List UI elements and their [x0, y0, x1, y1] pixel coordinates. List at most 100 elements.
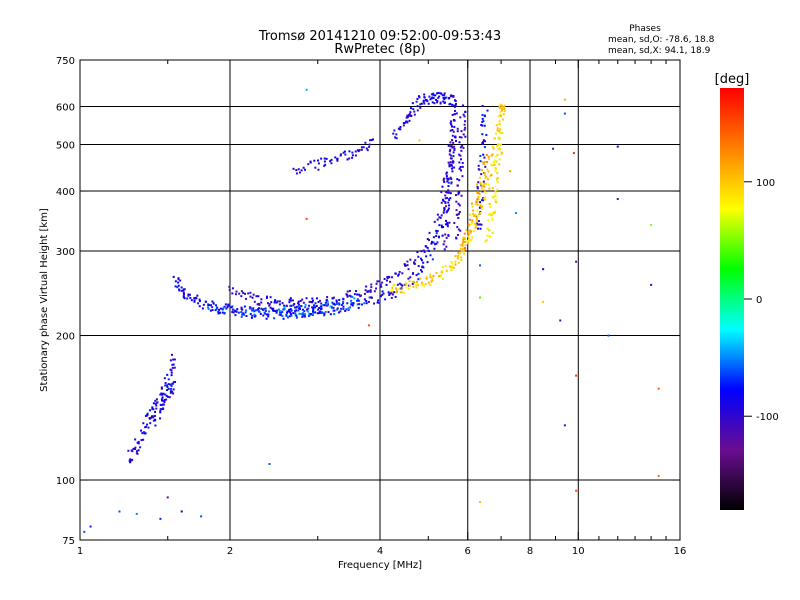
data-point [430, 280, 433, 283]
data-point [381, 290, 384, 293]
data-point [170, 374, 173, 377]
data-point [173, 366, 176, 369]
data-point [491, 218, 494, 221]
data-point [454, 102, 457, 105]
data-point [320, 308, 323, 311]
data-point [221, 308, 224, 311]
data-point [447, 189, 450, 192]
data-point [444, 101, 447, 104]
data-point [479, 201, 482, 204]
data-point [444, 190, 447, 193]
data-point [423, 250, 426, 253]
data-point [452, 266, 455, 269]
data-point [163, 401, 166, 404]
data-point [468, 229, 471, 232]
data-point [442, 226, 445, 229]
data-point [490, 154, 493, 157]
data-point [276, 300, 279, 303]
data-point [172, 275, 175, 278]
data-point [348, 150, 351, 153]
data-point [287, 310, 290, 313]
data-point [441, 198, 444, 201]
data-point [351, 151, 354, 154]
data-point [454, 260, 457, 263]
data-point [563, 112, 566, 115]
data-point [330, 162, 333, 165]
data-point [302, 312, 305, 315]
data-point [426, 261, 429, 264]
data-point [477, 181, 480, 184]
data-point [315, 305, 318, 308]
data-point [480, 188, 483, 191]
data-point [249, 312, 252, 315]
data-point [376, 280, 379, 283]
data-point [425, 245, 428, 248]
data-point [472, 209, 475, 212]
data-point [616, 145, 619, 148]
data-point [454, 109, 457, 112]
x-tick-label: 4 [377, 546, 383, 557]
data-point [415, 284, 418, 287]
data-point [159, 393, 162, 396]
data-point [118, 510, 121, 513]
data-point [288, 308, 291, 311]
data-point [335, 302, 338, 305]
data-point [445, 219, 448, 222]
y-tick-label: 200 [56, 332, 75, 343]
data-point [298, 171, 301, 174]
data-point [360, 148, 363, 151]
data-point [330, 158, 333, 161]
data-point [177, 277, 180, 280]
data-point [318, 311, 321, 314]
data-point [476, 200, 479, 203]
data-point [278, 313, 281, 316]
data-point [461, 161, 464, 164]
data-point [323, 164, 326, 167]
data-point [406, 260, 409, 263]
data-point [422, 99, 425, 102]
data-point [187, 293, 190, 296]
data-point [166, 373, 169, 376]
data-point [251, 314, 254, 317]
data-point [281, 314, 284, 317]
data-point [342, 305, 345, 308]
data-point [463, 248, 466, 251]
data-point [491, 164, 494, 167]
data-point [488, 229, 491, 232]
data-point [282, 308, 285, 311]
data-point [488, 213, 491, 216]
data-point [222, 306, 225, 309]
data-point [494, 155, 497, 158]
data-point [388, 276, 391, 279]
data-point [452, 161, 455, 164]
data-point [489, 212, 492, 215]
data-point [500, 152, 503, 155]
data-point [282, 317, 285, 320]
data-point [398, 270, 401, 273]
data-point [417, 272, 420, 275]
data-point [260, 307, 263, 310]
data-point [289, 311, 292, 314]
data-point [142, 422, 145, 425]
data-point [445, 236, 448, 239]
data-point [405, 282, 408, 285]
y-tick-label: 100 [56, 476, 75, 487]
data-point [409, 111, 412, 114]
data-point [357, 306, 360, 309]
data-point [297, 303, 300, 306]
data-point [432, 241, 435, 244]
data-point [146, 423, 149, 426]
data-point [285, 314, 288, 317]
data-point [462, 146, 465, 149]
data-point [446, 180, 449, 183]
data-point [297, 300, 300, 303]
data-point [180, 289, 183, 292]
data-point [486, 160, 489, 163]
data-point [489, 205, 492, 208]
data-point [463, 123, 466, 126]
data-point [332, 309, 335, 312]
data-point [442, 97, 445, 100]
data-point [217, 312, 220, 315]
data-point [430, 242, 433, 245]
data-point [488, 235, 491, 238]
